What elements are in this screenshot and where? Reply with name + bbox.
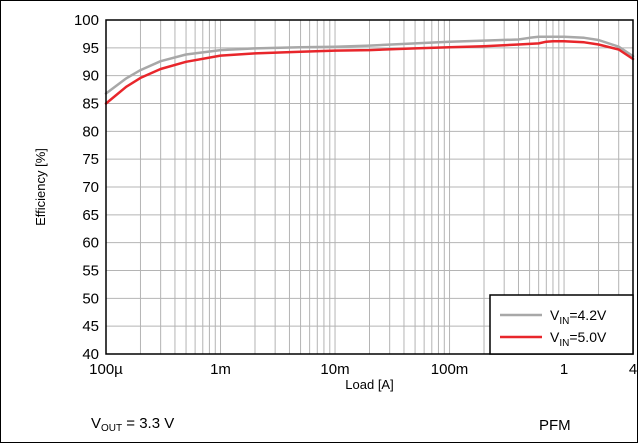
legend-label-sub: IN [559, 316, 569, 327]
vout-label-tail: = 3.3 V [122, 415, 175, 432]
tick-labels: 40 45 50 55 60 65 70 75 80 85 90 95 100 100µ 1m 10m 100m… [74, 12, 637, 378]
legend-label-main: V [550, 307, 560, 323]
x-tick-label: 1 [560, 361, 568, 378]
legend-label-tail: =4.2V [569, 307, 607, 323]
y-axis-label: Efficiency [%] [33, 148, 48, 226]
legend-label-1: VIN=5.0V [550, 329, 607, 349]
series-line-0 [104, 35, 635, 95]
y-tick-label: 55 [82, 263, 99, 280]
vout-label-sub: OUT [101, 423, 123, 434]
x-tick-label: 10m [320, 361, 349, 378]
series-line-1 [104, 39, 635, 105]
vout-label-main: V [91, 415, 102, 432]
y-tick-label: 100 [74, 12, 99, 29]
legend-box [489, 294, 634, 355]
x-tick-label: 1m [210, 361, 231, 378]
plot-border [105, 19, 634, 355]
vout-label: VOUT = 3.3 V [91, 415, 174, 434]
mode-label: PFM [539, 417, 571, 434]
legend-label-sub: IN [559, 338, 569, 349]
x-axis-label: Load [A] [345, 377, 393, 392]
y-tick-label: 95 [82, 40, 99, 57]
y-tick-label: 40 [82, 346, 99, 363]
y-tick-label: 50 [82, 290, 99, 307]
y-tick-label: 90 [82, 68, 99, 85]
y-tick-label: 80 [82, 123, 99, 140]
legend-label-main: V [550, 329, 560, 345]
y-tick-label: 65 [82, 207, 99, 224]
y-tick-label: 45 [82, 318, 99, 335]
y-tick-label: 60 [82, 235, 99, 252]
x-tick-label: 100m [431, 361, 469, 378]
legend-label-tail: =5.0V [569, 329, 607, 345]
series-layer [104, 35, 635, 105]
x-tick-label: 4 [629, 361, 637, 378]
y-tick-label: 75 [82, 151, 99, 168]
legend-label-0: VIN=4.2V [550, 307, 607, 327]
x-tick-label: 100µ [89, 361, 123, 378]
y-tick-label: 85 [82, 96, 99, 113]
y-tick-label: 70 [82, 179, 99, 196]
